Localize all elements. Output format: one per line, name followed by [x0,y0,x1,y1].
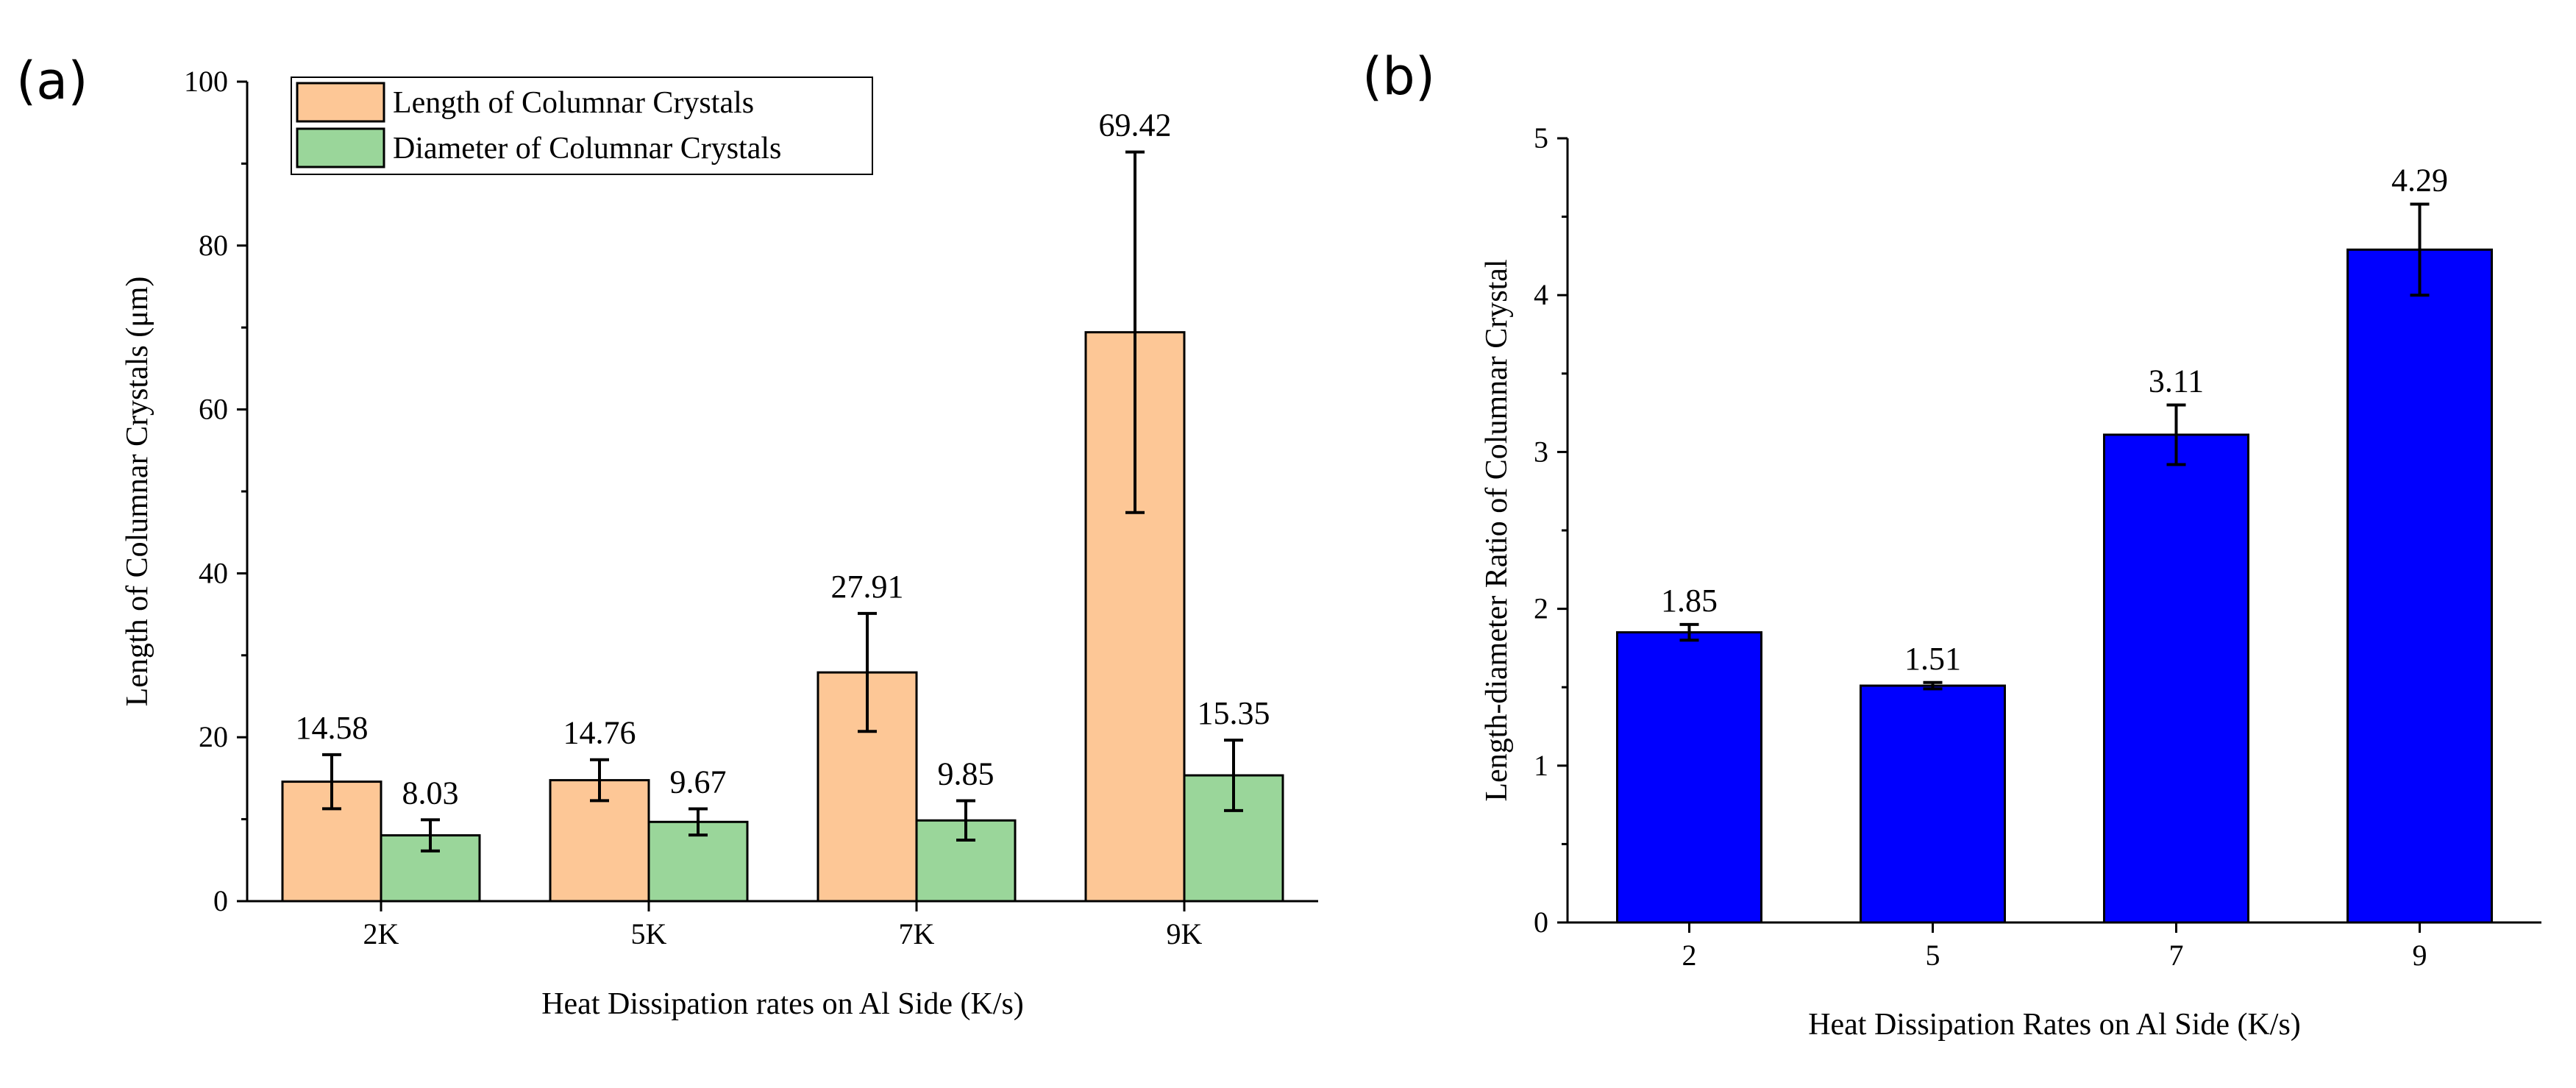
value-label-diameter: 15.35 [1198,695,1270,731]
chart-b-bars [1616,248,2493,924]
value-label-length: 14.58 [296,710,369,746]
bar-ratio [1860,684,2006,924]
chart-b-y-tick-label: 4 [1534,278,1548,311]
chart-b-y-tick-label: 0 [1534,906,1548,939]
value-label-diameter: 8.03 [402,775,459,811]
value-label-length: 27.91 [831,569,904,605]
value-label-length: 14.76 [563,715,636,751]
chart-a-y-tick-label: 40 [199,556,228,589]
chart-a-error-bars [322,150,1243,853]
chart-a-x-tick-label: 9K [1167,917,1203,950]
legend-swatch-diameter [296,127,385,168]
chart-a-x-tick-label: 2K [363,917,399,950]
chart-a-axes: 0 20 40 60 80 100 2K 5K 7K 9K [184,65,1318,950]
panel-a-letter: (a) [16,51,88,111]
value-label-diameter: 9.67 [670,764,727,800]
chart-a-x-tick-label: 7K [899,917,935,950]
value-label-ratio: 1.85 [1661,583,1718,619]
chart-b-value-labels: 1.85 1.51 3.11 4.29 [1661,163,2448,677]
chart-b: 1.85 1.51 3.11 4.29 0 1 2 3 4 5 2 5 7 9 Heat Dissipa… [1480,121,2541,1042]
chart-b-y-tick-label: 2 [1534,592,1548,625]
legend-swatch-length [296,82,385,123]
chart-a-y-tick-label: 80 [199,229,228,262]
chart-a-x-tick-label: 5K [631,917,667,950]
chart-b-x-tick-label: 9 [2413,939,2427,972]
chart-a-y-tick-label: 60 [199,393,228,426]
chart-a-bars [281,331,1284,903]
chart-a-y-tick-label: 20 [199,720,228,753]
chart-a-value-labels: 14.58 8.03 14.76 9.67 27.91 9.85 69.42 15.35 [296,107,1270,811]
chart-a-y-axis-title: Length of Columnar Crystals (μm) [121,277,154,707]
chart-a-x-axis-title: Heat Dissipation rates on Al Side (K/s) [541,987,1024,1021]
bar-ratio [2346,248,2493,924]
bar-ratio [2103,433,2249,924]
value-label-length: 69.42 [1099,107,1172,143]
chart-b-y-axis-title: Length-diameter Ratio of Columnar Crysta… [1480,259,1514,801]
legend-label-diameter: Diameter of Columnar Crystals [393,132,781,166]
panel-b-letter: (b) [1362,46,1435,107]
chart-a-y-tick-label: 100 [184,65,228,98]
chart-a: 14.58 8.03 14.76 9.67 27.91 9.85 69.42 15.35 0 2… [121,65,1318,1021]
chart-b-y-tick-label: 1 [1534,749,1548,782]
bar-diameter [647,820,749,903]
chart-b-x-tick-label: 7 [2169,939,2184,972]
value-label-ratio: 4.29 [2391,163,2448,199]
chart-b-x-tick-label: 5 [1926,939,1940,972]
chart-b-y-tick-label: 5 [1534,121,1548,154]
value-label-ratio: 1.51 [1904,641,1961,677]
value-label-diameter: 9.85 [938,756,995,792]
chart-b-x-axis-title: Heat Dissipation Rates on Al Side (K/s) [1808,1008,2301,1042]
chart-b-x-tick-label: 2 [1682,939,1697,972]
chart-a-legend: Length of Columnar Crystals Diameter of … [291,77,873,175]
chart-b-y-tick-label: 3 [1534,435,1548,468]
chart-a-y-tick-label: 0 [213,884,228,917]
value-label-ratio: 3.11 [2149,363,2204,399]
bar-ratio [1616,631,1762,924]
legend-frame [291,77,873,175]
chart-b-axes: 0 1 2 3 4 5 2 5 7 9 [1534,121,2541,972]
legend-label-length: Length of Columnar Crystals [393,86,754,120]
chart-b-error-bars [1679,202,2430,691]
